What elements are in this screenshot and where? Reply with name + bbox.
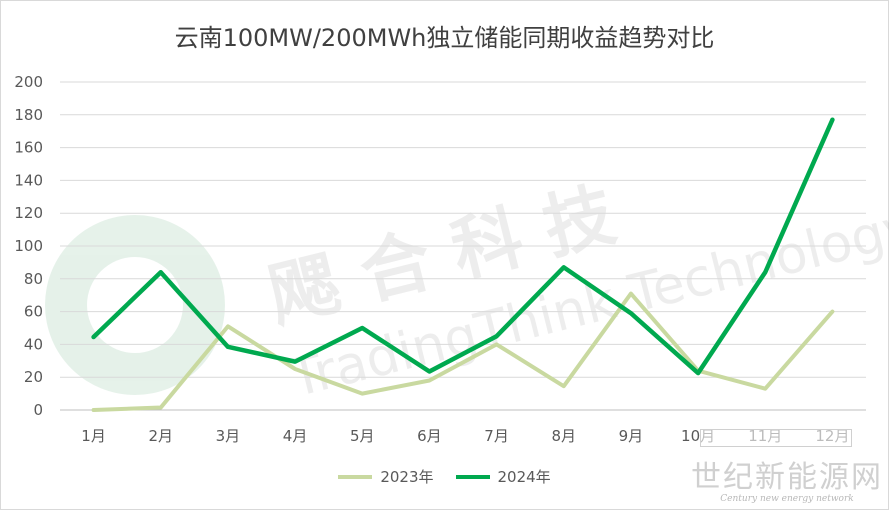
- y-tick-label: 0: [33, 401, 43, 419]
- series-lines: [91, 117, 835, 412]
- y-tick-label: 40: [24, 335, 43, 353]
- y-tick-label: 120: [14, 204, 43, 222]
- legend-label-2023: 2023年: [380, 468, 434, 486]
- y-tick-label: 180: [14, 106, 43, 124]
- x-tick-label: 9月: [619, 427, 644, 445]
- y-tick-label: 140: [14, 171, 43, 189]
- legend-swatch-2023: [338, 474, 373, 479]
- x-tick-label: 4月: [283, 427, 308, 445]
- y-tick-label: 100: [14, 237, 43, 255]
- y-tick-label: 60: [24, 303, 43, 321]
- footer-logo: 世纪新能源网 Century new energy network: [691, 460, 883, 505]
- watermark-logo-circle: [45, 215, 225, 395]
- y-tick-label: 20: [24, 368, 43, 386]
- series-line-2023年: [91, 291, 835, 412]
- legend-swatch-2024: [455, 474, 490, 479]
- legend-label-2024: 2024年: [497, 468, 551, 486]
- footer-tagline: Century new energy network: [720, 494, 854, 504]
- y-tick-label: 160: [14, 139, 43, 157]
- x-tick-label: 6月: [417, 427, 442, 445]
- x-tick-label: 5月: [350, 427, 375, 445]
- legend: 2023年 2024年: [0, 466, 889, 487]
- footer-brand: 世纪新能源网: [691, 460, 883, 495]
- legend-item-2024: 2024年: [455, 466, 551, 487]
- y-tick-label: 200: [14, 73, 43, 91]
- series-line-2024年: [91, 117, 835, 376]
- x-tick-label: 8月: [551, 427, 576, 445]
- watermark: 飔 合 科 技 TradingThink Technology: [45, 173, 889, 410]
- x-tick-label: 7月: [484, 427, 509, 445]
- gridlines: [60, 81, 866, 411]
- x-tick-label: 2月: [148, 427, 173, 445]
- chart-title: 云南100MW/200MWh独立储能同期收益趋势对比: [174, 24, 715, 52]
- watermark-stamp: [700, 429, 852, 447]
- y-tick-label: 80: [24, 270, 43, 288]
- watermark-logo-inner: [87, 257, 183, 353]
- x-tick-label: 1月: [81, 427, 106, 445]
- x-tick-label: 3月: [216, 427, 241, 445]
- y-axis: 0 20 40 60 80 100 120 140 160 180 200: [14, 73, 43, 419]
- legend-item-2023: 2023年: [338, 466, 434, 487]
